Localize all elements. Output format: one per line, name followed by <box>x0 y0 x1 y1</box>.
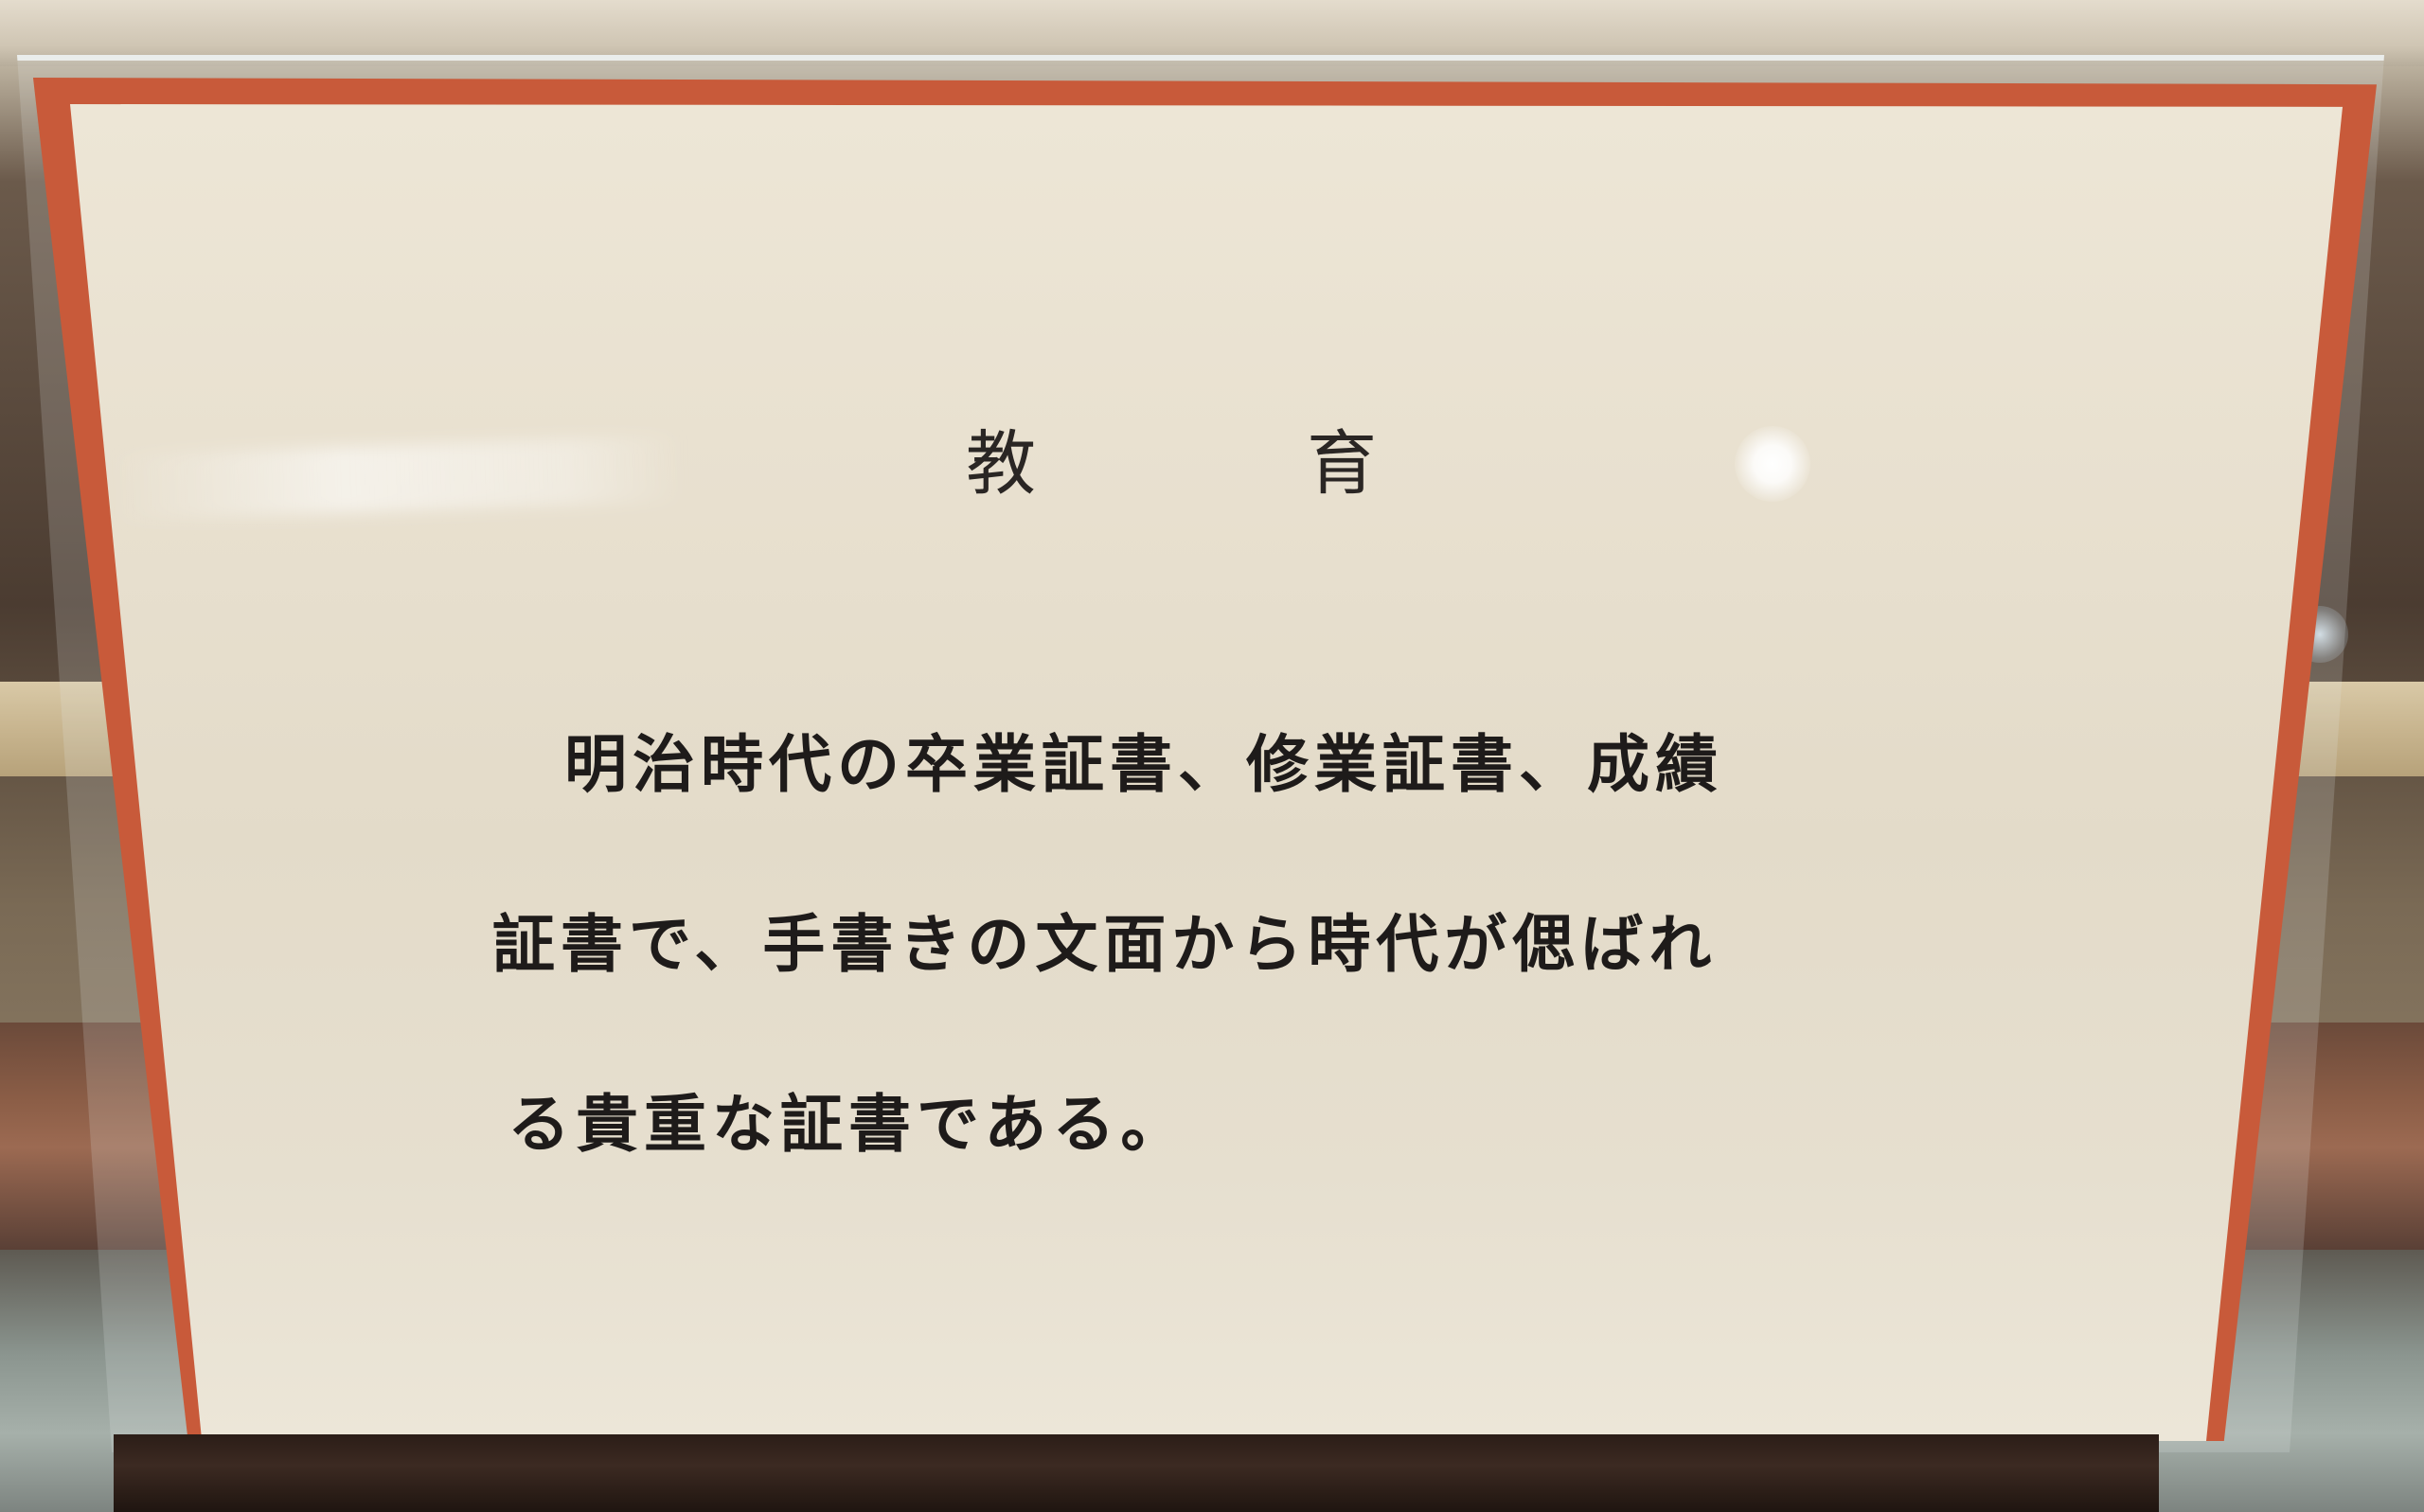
light-glare <box>1735 426 1810 502</box>
title-char-1: 教 <box>966 423 1036 505</box>
title-char-2: 育 <box>1307 423 1377 505</box>
placard-description: 明治時代の卒業証書、修業証書、成績 証書で、手書きの文面から時代が偲ばれ る貴重… <box>492 718 1970 1257</box>
placard-paper <box>70 104 2343 1441</box>
description-line-1: 明治時代の卒業証書、修業証書、成績 <box>564 728 1723 801</box>
placard-card <box>32 78 2377 1441</box>
description-line-2: 証書で、手書きの文面から時代が偲ばれ <box>492 908 1718 981</box>
placard-title: 教 育 <box>966 417 1420 511</box>
placard-stand-base <box>114 1434 2159 1512</box>
description-line-3: る貴重な証書である。 <box>508 1088 1189 1161</box>
